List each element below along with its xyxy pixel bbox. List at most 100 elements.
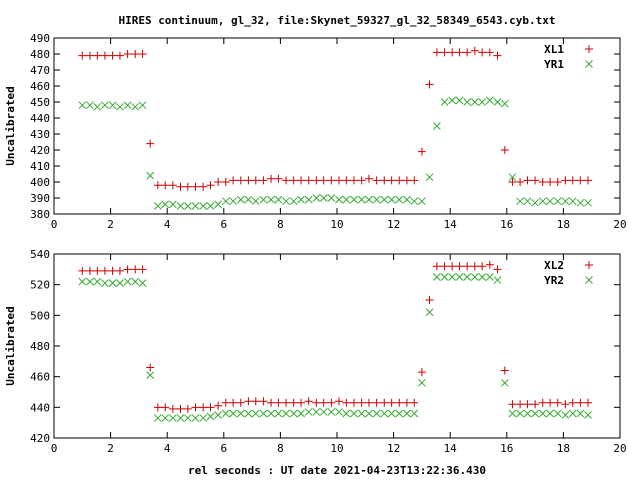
y-tick-label: 470: [30, 64, 50, 77]
data-point: [184, 414, 192, 422]
data-point: [493, 98, 502, 106]
data-point: [478, 48, 487, 57]
x-tick-label: 6: [220, 442, 227, 455]
data-point: [131, 50, 140, 58]
data-point: [493, 51, 502, 60]
data-point: [403, 409, 411, 418]
data-point: [553, 409, 562, 418]
legend-marker: [585, 261, 593, 269]
data-point: [131, 102, 140, 111]
y-tick-label: 480: [30, 340, 50, 353]
data-point: [516, 400, 525, 409]
data-point: [191, 414, 200, 422]
y-tick-label: 430: [30, 128, 50, 141]
data-point: [161, 200, 170, 209]
data-point: [500, 146, 509, 154]
data-point: [153, 181, 162, 190]
data-point: [448, 262, 457, 271]
data-point: [259, 195, 268, 204]
data-point: [576, 176, 585, 185]
data-point: [433, 273, 441, 281]
data-point: [380, 195, 389, 204]
data-point: [116, 279, 124, 287]
data-point: [463, 273, 472, 281]
data-point: [251, 409, 260, 418]
data-point: [244, 409, 253, 418]
data-point: [206, 412, 215, 421]
x-tick-label: 10: [330, 218, 343, 231]
x-tick-label: 8: [277, 218, 284, 231]
data-point: [342, 176, 351, 185]
data-point: [138, 279, 147, 287]
data-point: [508, 178, 517, 186]
data-point: [312, 194, 321, 202]
data-point: [138, 101, 147, 110]
data-point: [553, 178, 562, 186]
data-point: [221, 398, 230, 407]
data-point: [538, 197, 547, 206]
y-tick-label: 460: [30, 80, 50, 93]
data-point: [395, 195, 404, 204]
data-point: [78, 266, 87, 275]
data-point: [297, 409, 305, 418]
data-point: [319, 176, 328, 185]
data-point: [387, 398, 396, 407]
data-point: [183, 404, 192, 413]
data-point: [161, 181, 170, 190]
data-point: [86, 101, 94, 110]
y-tick-label: 380: [30, 208, 50, 221]
data-point: [455, 262, 464, 271]
data-point: [274, 409, 283, 418]
data-point: [380, 398, 389, 407]
data-point: [372, 195, 381, 204]
data-point: [214, 178, 223, 186]
data-point: [206, 403, 215, 412]
data-point: [523, 176, 532, 185]
y-tick-label: 520: [30, 279, 50, 292]
data-point: [417, 368, 426, 377]
data-point: [176, 414, 185, 422]
y-tick-label: 540: [30, 248, 50, 261]
legend-label: YR2: [544, 274, 564, 287]
data-point: [538, 178, 547, 186]
data-point: [478, 98, 487, 106]
data-point: [282, 398, 291, 407]
data-point: [387, 176, 396, 185]
data-point: [236, 398, 245, 407]
data-point: [289, 197, 298, 206]
data-point: [470, 262, 479, 271]
data-point: [108, 51, 117, 60]
data-point: [478, 262, 487, 271]
data-point: [402, 176, 411, 185]
data-point: [395, 409, 404, 418]
data-point: [357, 176, 366, 185]
data-point: [402, 398, 411, 407]
data-point: [221, 409, 230, 418]
legend-marker-symbol: [585, 261, 593, 269]
data-point: [568, 197, 577, 206]
data-point: [508, 173, 517, 182]
data-point: [387, 195, 396, 204]
data-point: [531, 409, 539, 418]
data-point: [508, 409, 517, 418]
data-point: [251, 176, 260, 185]
data-point: [319, 398, 328, 407]
data-point: [304, 397, 313, 406]
x-tick-label: 20: [613, 218, 626, 231]
y-tick-label: 410: [30, 160, 50, 173]
data-point: [161, 414, 170, 422]
series-XL2: [78, 260, 593, 413]
data-point: [93, 102, 102, 111]
data-point: [584, 198, 592, 207]
data-point: [493, 265, 502, 274]
data-point: [259, 176, 268, 185]
data-point: [531, 400, 540, 409]
data-point: [410, 409, 419, 418]
data-point: [561, 400, 570, 409]
data-point: [380, 176, 389, 185]
data-point: [236, 176, 245, 185]
data-point: [100, 266, 109, 275]
data-point: [349, 176, 358, 185]
x-tick-label: 14: [444, 218, 458, 231]
